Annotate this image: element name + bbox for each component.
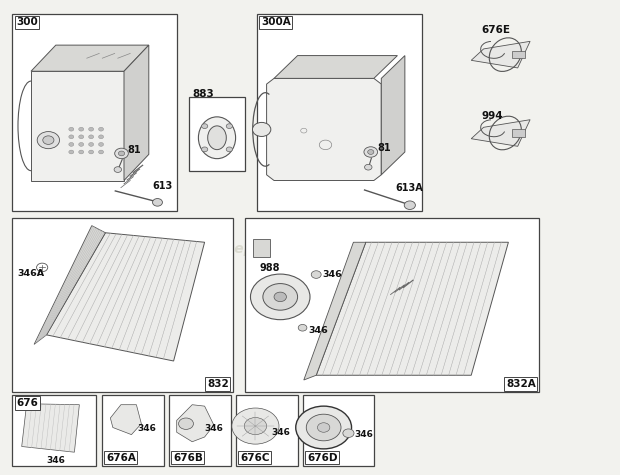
Text: 346: 346: [309, 326, 329, 334]
Text: 676E: 676E: [481, 25, 510, 36]
Bar: [236, 395, 298, 466]
Text: 832A: 832A: [506, 379, 536, 389]
Circle shape: [226, 124, 232, 129]
Circle shape: [79, 142, 84, 146]
Text: 300A: 300A: [261, 17, 291, 27]
Circle shape: [232, 408, 279, 444]
Text: 676D: 676D: [307, 453, 337, 463]
Bar: [257, 14, 422, 211]
Polygon shape: [110, 405, 141, 435]
Polygon shape: [471, 120, 530, 146]
Ellipse shape: [198, 117, 236, 159]
Text: 613: 613: [153, 181, 173, 191]
Circle shape: [99, 150, 104, 154]
Circle shape: [365, 164, 372, 170]
Circle shape: [202, 147, 208, 152]
Circle shape: [89, 135, 94, 139]
Circle shape: [244, 418, 267, 435]
Circle shape: [296, 406, 352, 449]
Circle shape: [274, 292, 286, 302]
Text: 346: 346: [46, 456, 65, 465]
Polygon shape: [274, 56, 397, 78]
Polygon shape: [124, 45, 149, 181]
Circle shape: [263, 284, 298, 310]
Circle shape: [99, 127, 104, 131]
Circle shape: [368, 150, 374, 154]
Bar: [253, 239, 270, 257]
Text: 832: 832: [207, 379, 229, 389]
Circle shape: [250, 274, 310, 320]
Bar: [12, 218, 232, 392]
Text: 346: 346: [322, 270, 342, 279]
Bar: [512, 51, 525, 58]
Polygon shape: [31, 71, 124, 180]
Text: 346A: 346A: [17, 269, 45, 277]
Circle shape: [99, 142, 104, 146]
Bar: [303, 395, 374, 466]
Bar: [245, 218, 539, 392]
Bar: [12, 14, 177, 211]
Bar: [12, 395, 96, 466]
Polygon shape: [46, 233, 205, 361]
Bar: [169, 395, 231, 466]
Polygon shape: [34, 226, 105, 344]
Bar: [189, 97, 245, 171]
Text: 676C: 676C: [240, 453, 270, 463]
Circle shape: [69, 127, 74, 131]
Polygon shape: [267, 78, 381, 180]
Circle shape: [118, 151, 125, 156]
Polygon shape: [177, 405, 214, 442]
Text: 346: 346: [272, 428, 290, 437]
Circle shape: [79, 135, 84, 139]
Text: 346: 346: [355, 430, 373, 438]
Circle shape: [343, 429, 354, 437]
Circle shape: [226, 147, 232, 152]
Text: 81: 81: [128, 144, 141, 155]
Circle shape: [252, 123, 271, 136]
Circle shape: [153, 199, 162, 206]
Circle shape: [404, 201, 415, 209]
Text: 676: 676: [16, 398, 38, 408]
Circle shape: [43, 136, 54, 144]
Circle shape: [89, 127, 94, 131]
Polygon shape: [381, 56, 405, 175]
Text: 988: 988: [259, 263, 280, 274]
Bar: [512, 129, 525, 137]
Circle shape: [37, 132, 60, 149]
Text: 883: 883: [192, 88, 214, 99]
Circle shape: [179, 418, 193, 429]
Text: 346: 346: [205, 424, 223, 433]
Text: 300: 300: [16, 17, 38, 27]
Circle shape: [114, 167, 122, 172]
Text: 346: 346: [138, 424, 156, 433]
Polygon shape: [471, 41, 530, 68]
Circle shape: [69, 150, 74, 154]
Circle shape: [311, 271, 321, 278]
Text: eReplacementParts.com: eReplacementParts.com: [216, 242, 404, 256]
Polygon shape: [316, 242, 508, 375]
Polygon shape: [31, 45, 149, 71]
Circle shape: [202, 124, 208, 129]
Circle shape: [69, 142, 74, 146]
Circle shape: [79, 150, 84, 154]
Circle shape: [89, 150, 94, 154]
Circle shape: [69, 135, 74, 139]
Bar: [102, 395, 164, 466]
Text: 994: 994: [481, 111, 503, 122]
Circle shape: [79, 127, 84, 131]
Circle shape: [99, 135, 104, 139]
Circle shape: [317, 423, 330, 432]
Text: 676B: 676B: [173, 453, 203, 463]
Circle shape: [306, 414, 341, 441]
Circle shape: [115, 148, 128, 159]
Text: 613A: 613A: [396, 182, 423, 193]
Text: 81: 81: [377, 143, 391, 153]
Polygon shape: [304, 242, 366, 380]
Polygon shape: [22, 404, 79, 452]
Circle shape: [89, 142, 94, 146]
Circle shape: [298, 324, 307, 331]
Circle shape: [364, 147, 378, 157]
Text: 676A: 676A: [106, 453, 136, 463]
Ellipse shape: [208, 126, 226, 150]
